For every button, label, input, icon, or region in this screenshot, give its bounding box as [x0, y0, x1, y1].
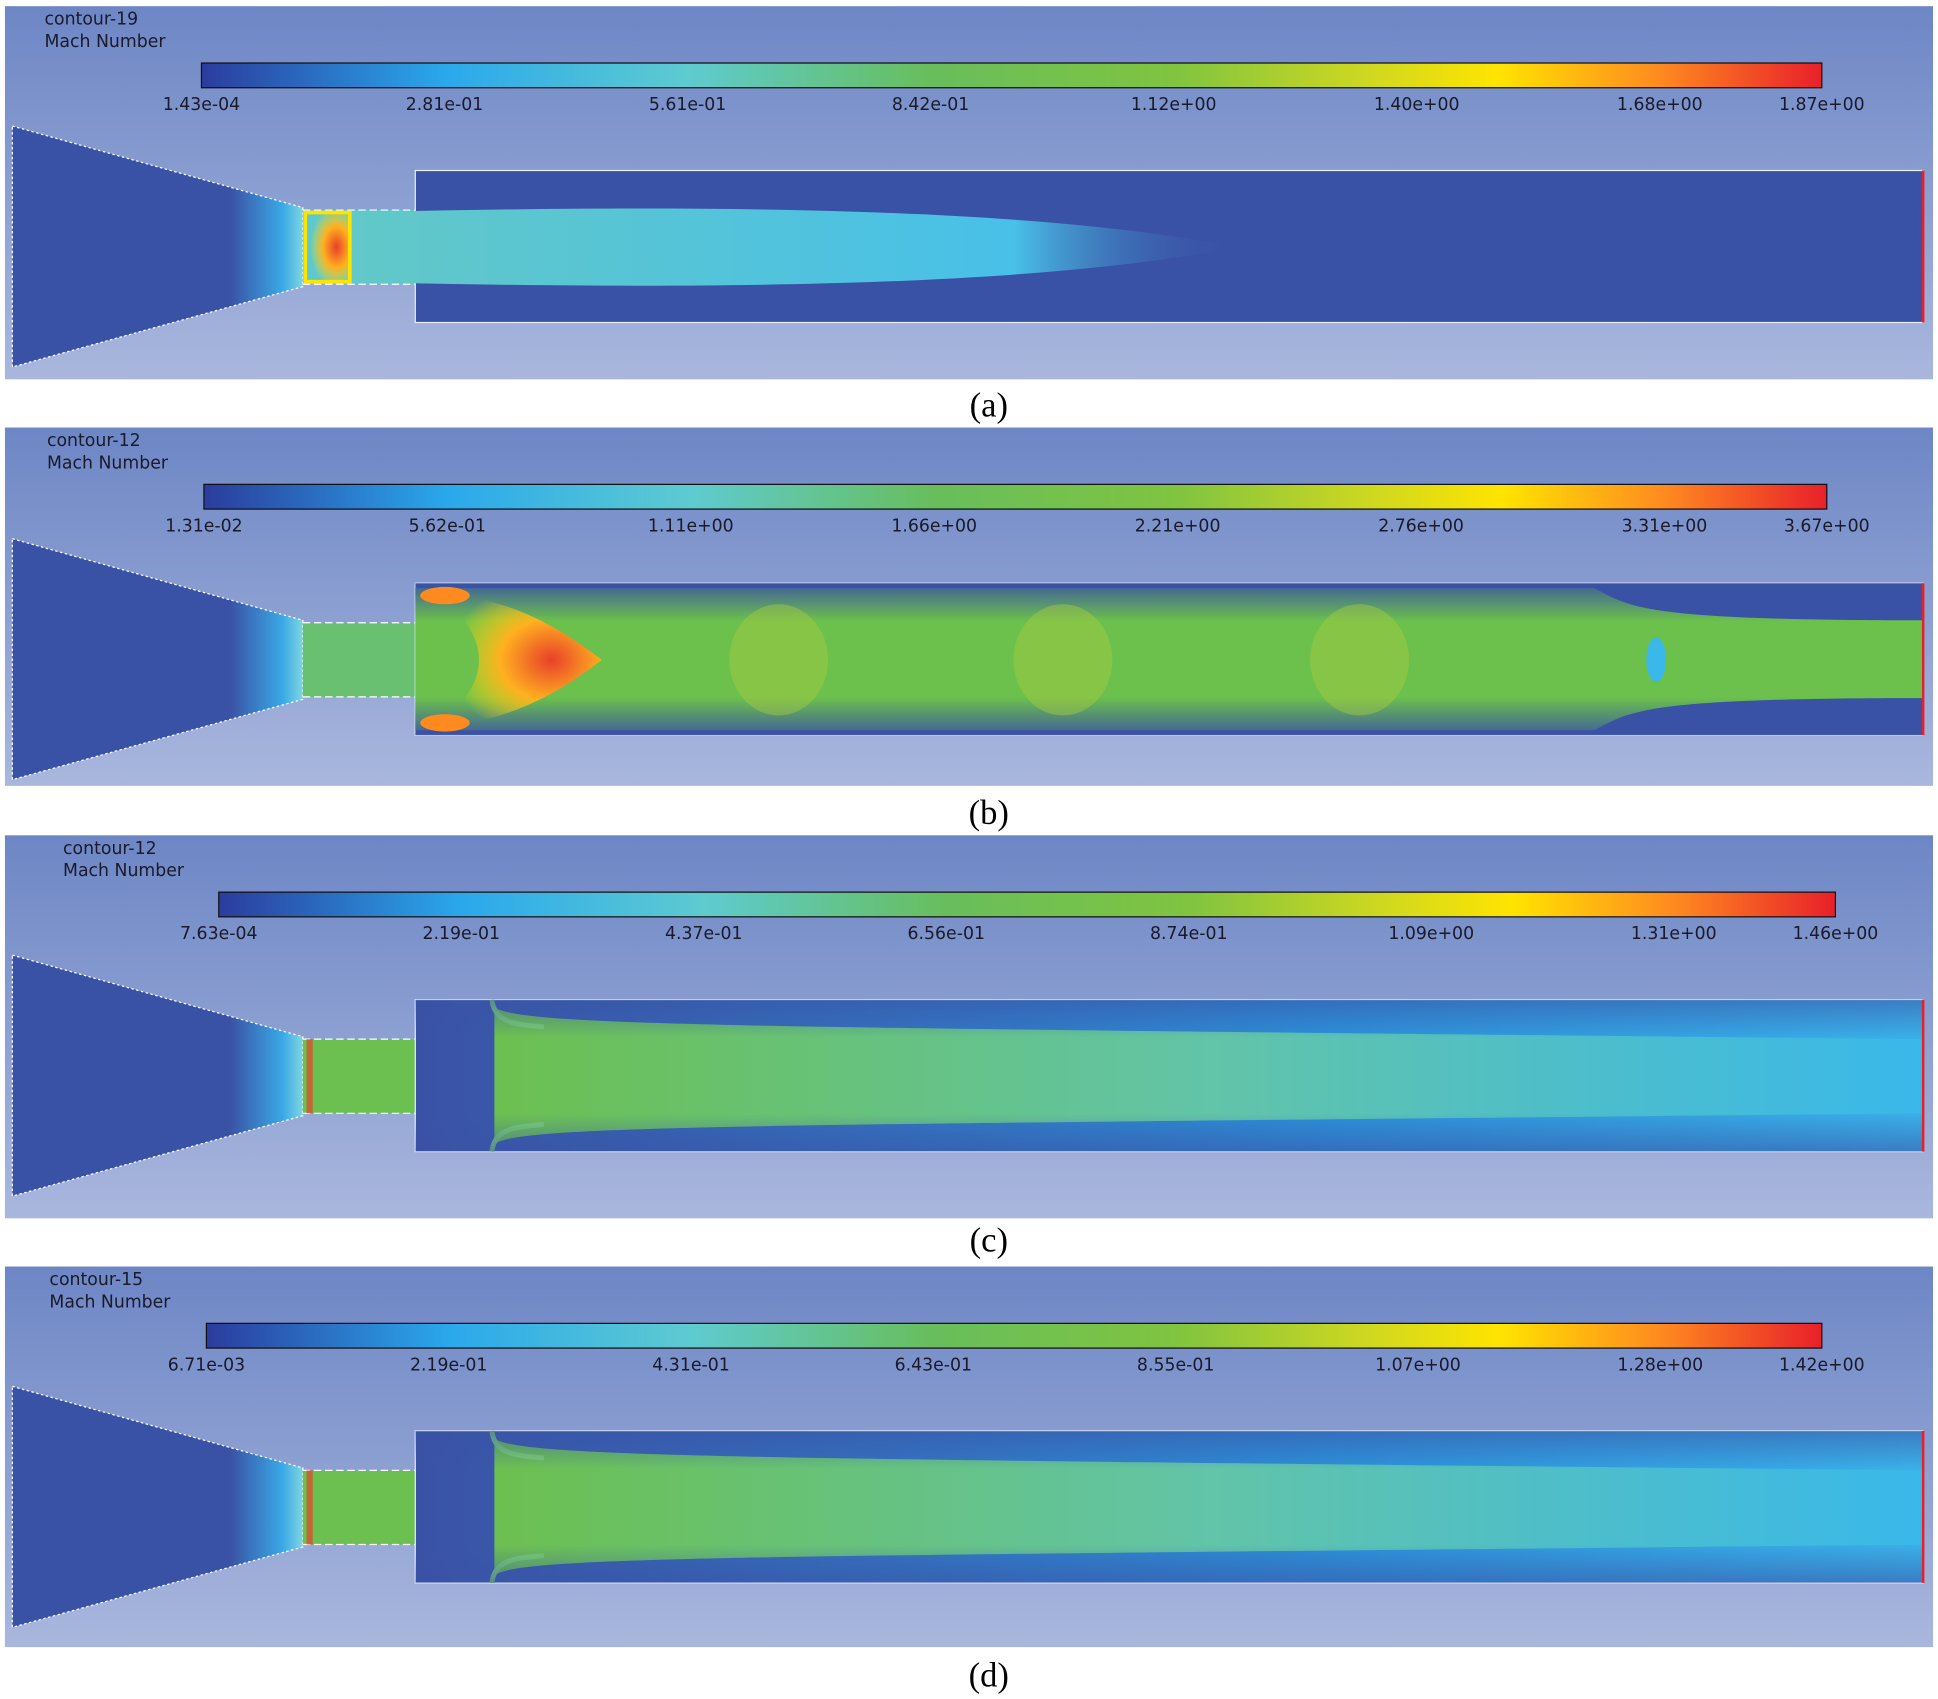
scale-label: 5.61e-01 — [649, 95, 726, 115]
contour-name: contour-19 — [44, 10, 138, 30]
wall-layer — [415, 999, 1924, 1152]
scale-label: 1.09e+00 — [1388, 924, 1474, 944]
scale-label: 8.55e-01 — [1137, 1355, 1214, 1375]
shock-cell — [729, 604, 829, 716]
scale-label: 1.40e+00 — [1374, 95, 1460, 115]
scale-label: 1.31e-02 — [165, 516, 242, 536]
scale-label: 1.46e+00 — [1793, 924, 1879, 944]
scale-label: 8.42e-01 — [892, 95, 969, 115]
scale-label: 5.62e-01 — [409, 516, 486, 536]
scale-label: 2.21e+00 — [1135, 516, 1221, 536]
quantity-name: Mach Number — [44, 32, 166, 52]
caption: (c) — [970, 1222, 1008, 1260]
scale-label: 7.63e-04 — [180, 924, 257, 944]
throat-wall — [302, 1038, 416, 1114]
throat-shock — [306, 1039, 313, 1114]
expansion-cell — [1646, 637, 1667, 683]
scale-label: 1.07e+00 — [1375, 1355, 1461, 1375]
quantity-name: Mach Number — [47, 453, 169, 473]
shock-diamond — [432, 591, 602, 728]
contour-name: contour-12 — [47, 431, 141, 451]
scale-label: 2.19e-01 — [423, 924, 500, 944]
scale-label: 2.81e-01 — [406, 95, 483, 115]
scale-label: 8.74e-01 — [1150, 924, 1227, 944]
corner-vortex — [420, 714, 470, 732]
wall-layer — [415, 583, 1924, 736]
color-bar — [200, 62, 1823, 89]
contour-name: contour-12 — [63, 839, 157, 859]
quantity-name: Mach Number — [63, 861, 185, 881]
throat-shock — [306, 1470, 313, 1545]
shock-edge — [303, 210, 352, 284]
nozzle-cone — [11, 1385, 304, 1629]
scale-label: 2.76e+00 — [1378, 516, 1464, 536]
scale-label: 2.19e-01 — [410, 1355, 487, 1375]
color-bar — [218, 891, 1837, 918]
nozzle-cone — [11, 954, 304, 1197]
scale-label: 1.42e+00 — [1779, 1355, 1865, 1375]
scale-label: 1.28e+00 — [1617, 1355, 1703, 1375]
contour-name: contour-15 — [49, 1270, 143, 1290]
color-bar — [205, 1322, 1823, 1349]
color-bar — [203, 483, 1828, 510]
scale-label: 1.68e+00 — [1617, 95, 1703, 115]
scale-label: 1.31e+00 — [1631, 924, 1717, 944]
scale-label: 4.37e-01 — [665, 924, 742, 944]
caption: (a) — [970, 386, 1008, 424]
shock-cell — [1013, 604, 1113, 716]
corner-vortex — [420, 586, 470, 605]
caption: (b) — [969, 794, 1009, 832]
shock-cell — [1310, 604, 1410, 716]
throat — [302, 1470, 417, 1545]
nozzle-cone — [11, 125, 304, 368]
scale-label: 1.43e-04 — [163, 95, 240, 115]
throat-wall — [302, 1469, 416, 1546]
nozzle-cone — [11, 537, 304, 781]
scale-label: 6.56e-01 — [908, 924, 985, 944]
scale-label: 1.66e+00 — [891, 516, 977, 536]
throat — [302, 1039, 417, 1114]
wall-layer — [415, 1430, 1924, 1583]
scale-label: 1.11e+00 — [648, 516, 734, 536]
jet-core — [349, 208, 1236, 286]
scale-label: 3.31e+00 — [1622, 516, 1708, 536]
scale-label: 3.67e+00 — [1784, 516, 1870, 536]
throat — [302, 622, 417, 697]
scale-label: 1.12e+00 — [1131, 95, 1217, 115]
scale-label: 6.71e-03 — [168, 1355, 245, 1375]
throat-wall — [302, 209, 416, 285]
quantity-name: Mach Number — [49, 1292, 171, 1312]
throat-wall — [302, 622, 416, 698]
scale-label: 1.87e+00 — [1779, 95, 1865, 115]
scale-label: 6.43e-01 — [895, 1355, 972, 1375]
caption: (d) — [969, 1657, 1009, 1695]
shock-region — [305, 212, 350, 282]
scale-label: 4.31e-01 — [652, 1355, 729, 1375]
